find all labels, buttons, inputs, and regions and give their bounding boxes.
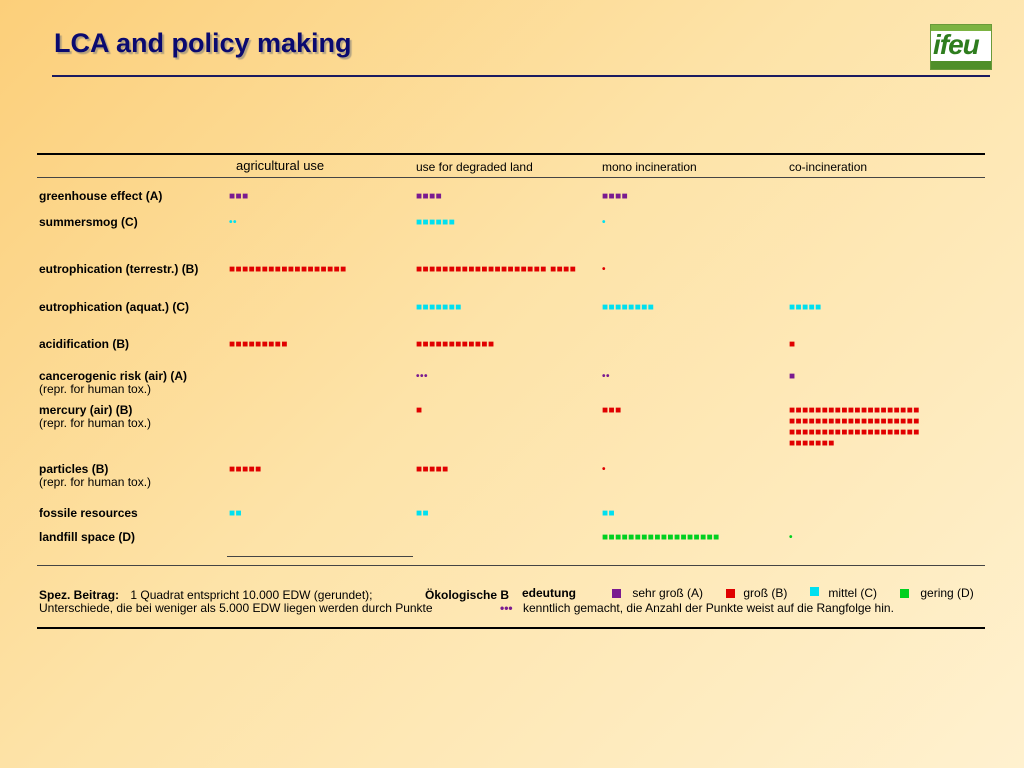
okol-label: Ökologische B <box>425 588 509 602</box>
okol-label-part2: edeutung <box>522 586 576 600</box>
table-cell: ■■■■■■■ <box>416 302 462 313</box>
footer-line-2b: kenntlich gemacht, die Anzahl der Punkte… <box>523 601 894 615</box>
table-cell: • <box>602 464 607 475</box>
okol-label-part1: Ökologische B <box>425 588 510 602</box>
legend-label-mittel: mittel (C) <box>828 586 878 600</box>
table-cell: ■■■■■■■■■■■■■■■■■■ <box>602 532 720 543</box>
row-label: eutrophication (terrestr.) (B) <box>39 263 198 276</box>
legend-mittel: mittel (C) <box>810 584 878 600</box>
row-label: landfill space (D) <box>39 531 135 544</box>
row-label: cancerogenic risk (air) (A) (repr. for hu… <box>39 370 187 396</box>
row-label: mercury (air) (B) (repr. for human tox.) <box>39 404 151 430</box>
table-cell: ■■■■■ <box>789 302 822 313</box>
table-cell: ••• <box>416 371 429 382</box>
spez-beitrag-label: Spez. Beitrag: <box>39 588 120 602</box>
row-label-text: acidification (B) <box>39 337 130 351</box>
table-cell: ■■■■■■■■ <box>602 302 655 313</box>
table-cell: ■ <box>789 339 796 350</box>
row-label: particles (B) (repr. for human tox.) <box>39 463 151 489</box>
legend-square-purple <box>612 589 621 598</box>
footer-line-2: Unterschiede, die bei weniger als 5.000 … <box>39 601 433 615</box>
table-cell: • <box>602 217 607 228</box>
row-sublabel: (repr. for human tox.) <box>39 475 152 489</box>
slide-title: LCA and policy making <box>54 28 352 58</box>
logo-text: ifeu <box>933 29 980 60</box>
table-cell: ■■ <box>229 508 243 519</box>
footer-dots: ••• <box>500 601 513 615</box>
table-cell: ■■■■■■■■■■■■■■■■■■■■ ■■■■■■■■■■■■■■■■■■■… <box>789 405 920 449</box>
legend-gering: gering (D) <box>900 586 974 600</box>
legend-gross: groß (B) <box>726 586 787 600</box>
table-top-rule <box>37 153 985 155</box>
legend-square-green <box>900 589 909 598</box>
table-cell: ■■ <box>602 508 616 519</box>
spez-beitrag-text: 1 Quadrat entspricht 10.000 EDW (gerunde… <box>130 588 373 602</box>
legend-label-gering: gering (D) <box>920 586 974 600</box>
table-cell: ■■■■■■■■■■■■ <box>416 339 495 350</box>
ifeu-logo: ifeu <box>930 24 992 70</box>
table-cell: ■■■ <box>229 191 249 202</box>
column-header-mono-incineration: mono incineration <box>602 160 697 174</box>
row-sublabel: (repr. for human tox.) <box>39 382 152 396</box>
row-label-text: mercury (air) (B) <box>39 403 133 417</box>
table-cell: •• <box>229 217 238 228</box>
footer-line-1: Spez. Beitrag: 1 Quadrat entspricht 10.0… <box>39 588 373 602</box>
table-cell: ■■■■■■ <box>416 217 456 228</box>
row-label-text: landfill space (D) <box>39 530 136 544</box>
row-label-text: summersmog (C) <box>39 215 138 229</box>
logo-bottom-stripe <box>931 61 991 69</box>
row-label-text: cancerogenic risk (air) (A) <box>39 369 188 383</box>
column-header-co-incineration: co-incineration <box>789 160 868 174</box>
row-label-text: eutrophication (terrestr.) (B) <box>39 262 199 276</box>
title-divider <box>52 75 990 77</box>
table-cell: ■■■■■■■■■ <box>229 339 288 350</box>
agri-col-bottom-rule <box>227 556 413 557</box>
footer-bottom-rule <box>37 627 985 629</box>
table-bottom-rule <box>37 565 985 566</box>
legend-square-red <box>726 589 735 598</box>
legend-square-cyan <box>810 587 819 596</box>
table-cell: ■■ <box>416 508 430 519</box>
legend-label-sehr-gross: sehr groß (A) <box>632 586 704 600</box>
row-label-text: particles (B) <box>39 462 109 476</box>
column-header-agricultural-use: agricultural use <box>236 158 325 173</box>
row-label-text: fossile resources <box>39 506 138 520</box>
legend-label-gross: groß (B) <box>743 586 788 600</box>
row-label: greenhouse effect (A) <box>39 190 162 203</box>
table-cell: ■■■■■■■■■■■■■■■■■■ <box>229 264 347 275</box>
table-cell: ■■■■■ <box>229 464 262 475</box>
table-cell: ■■■■■■■■■■■■■■■■■■■■ ■■■■ <box>416 264 577 275</box>
table-cell: ■■■■ <box>602 191 629 202</box>
table-cell: ■■■■■ <box>416 464 449 475</box>
table-cell: • <box>602 264 607 275</box>
row-label: acidification (B) <box>39 338 129 351</box>
row-label: eutrophication (aquat.) (C) <box>39 301 189 314</box>
table-cell: ■ <box>789 371 796 382</box>
table-cell: •• <box>602 371 611 382</box>
row-label-text: greenhouse effect (A) <box>39 189 163 203</box>
table-cell: ■■■ <box>602 405 622 416</box>
row-label-text: eutrophication (aquat.) (C) <box>39 300 189 314</box>
logo-top-stripe <box>931 25 991 31</box>
row-sublabel: (repr. for human tox.) <box>39 416 152 430</box>
table-cell: • <box>789 532 794 543</box>
row-label: summersmog (C) <box>39 216 138 229</box>
column-header-degraded-land: use for degraded land <box>416 160 533 174</box>
header-bottom-rule <box>37 177 985 178</box>
legend-sehr-gross: sehr groß (A) <box>612 586 703 600</box>
row-label: fossile resources <box>39 507 138 520</box>
table-cell: ■■■■ <box>416 191 443 202</box>
table-cell: ■ <box>416 405 423 416</box>
